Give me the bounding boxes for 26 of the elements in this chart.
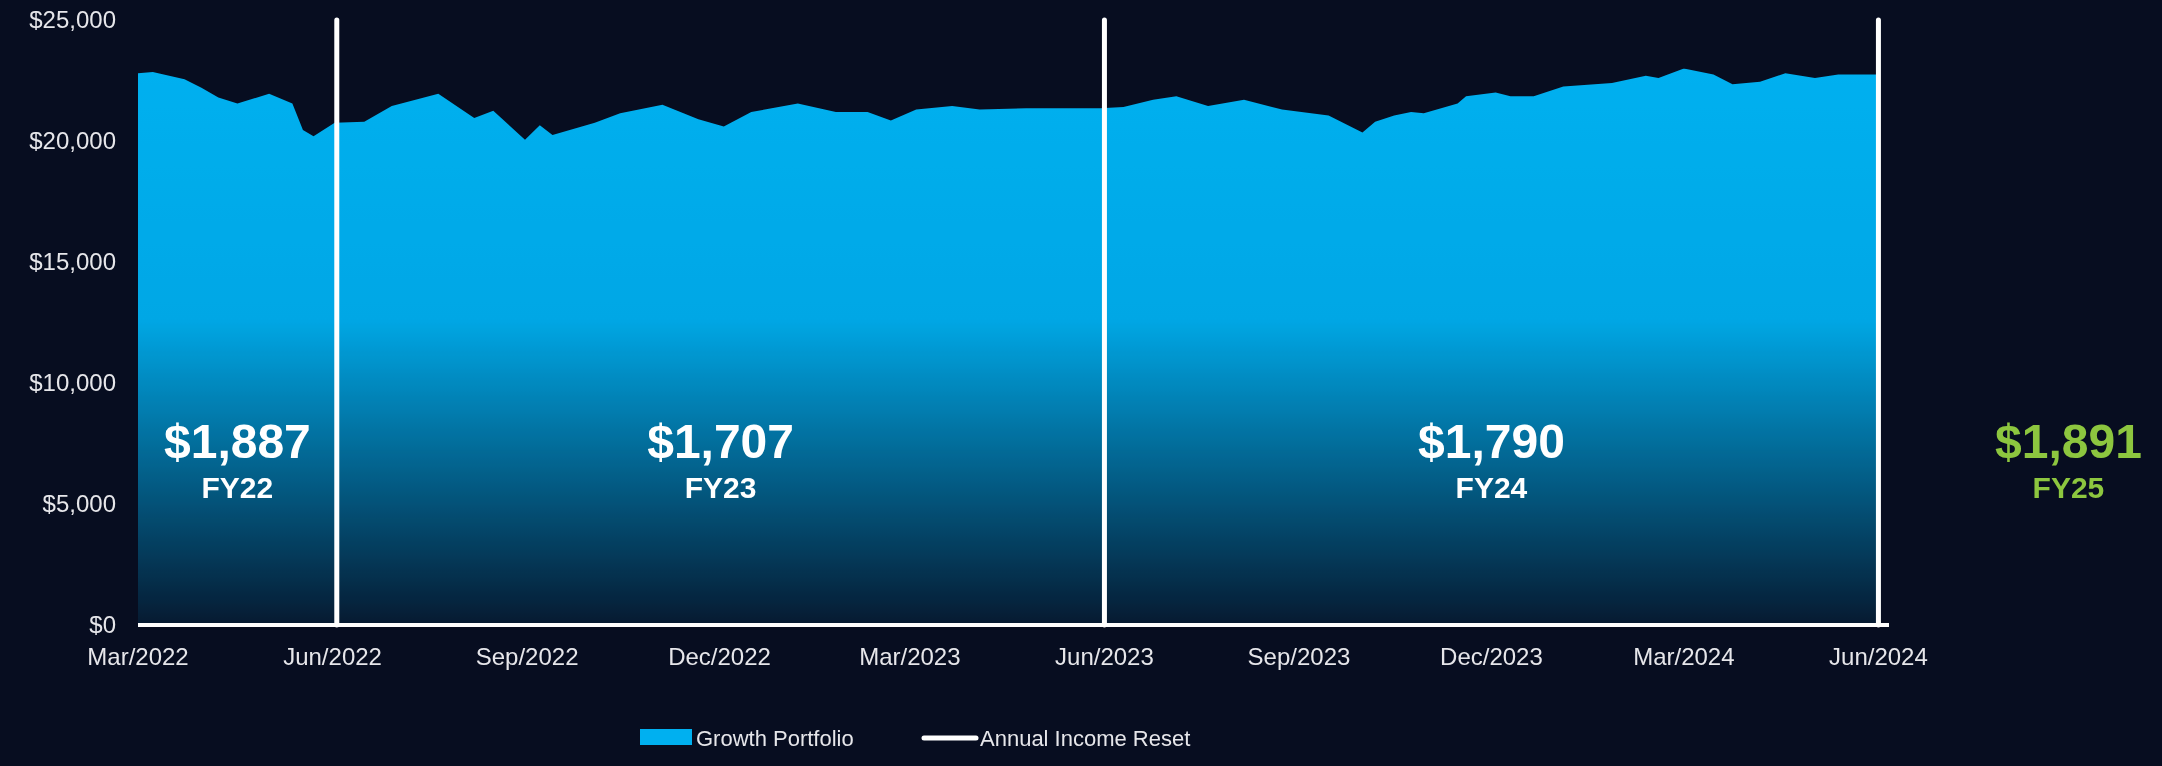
text: FY25 [2032, 471, 2105, 504]
x-tick-label: Jun/2023 [1055, 643, 1154, 670]
annotation: $1,707 [647, 415, 795, 468]
x-tick-label: Jun/2022 [283, 643, 382, 670]
y-tick-label: $15,000 [29, 248, 116, 276]
x-tick-label: Sep/2022 [475, 643, 579, 670]
y-tick-label: $20,000 [29, 127, 116, 155]
x-tick-label: Mar/2022 [87, 643, 189, 670]
annotation: FY23 [684, 471, 757, 504]
x-tick-label: Mar/2024 [1633, 643, 1735, 670]
x-tick-label: Sep/2023 [1247, 643, 1351, 670]
legend-label: Annual Income Reset [980, 726, 1191, 751]
y-tick-label: $25,000 [29, 6, 116, 34]
text: $1,891 [1995, 415, 2142, 468]
x-tick-label: Dec/2023 [1440, 643, 1543, 670]
y-tick-label: $0 [89, 611, 116, 639]
y-tick-label: $10,000 [29, 369, 116, 397]
x-tick-label: Jun/2024 [1829, 643, 1928, 670]
x-tick-label: Dec/2022 [668, 643, 771, 670]
y-tick-label: $5,000 [42, 490, 116, 518]
annotation: $1,790 [1418, 415, 1565, 468]
annotation: FY24 [1455, 471, 1528, 504]
legend-label: Growth Portfolio [696, 726, 854, 751]
annotation: FY22 [201, 471, 274, 504]
annotation: $1,887 [163, 415, 311, 468]
x-tick-label: Mar/2023 [859, 643, 961, 670]
